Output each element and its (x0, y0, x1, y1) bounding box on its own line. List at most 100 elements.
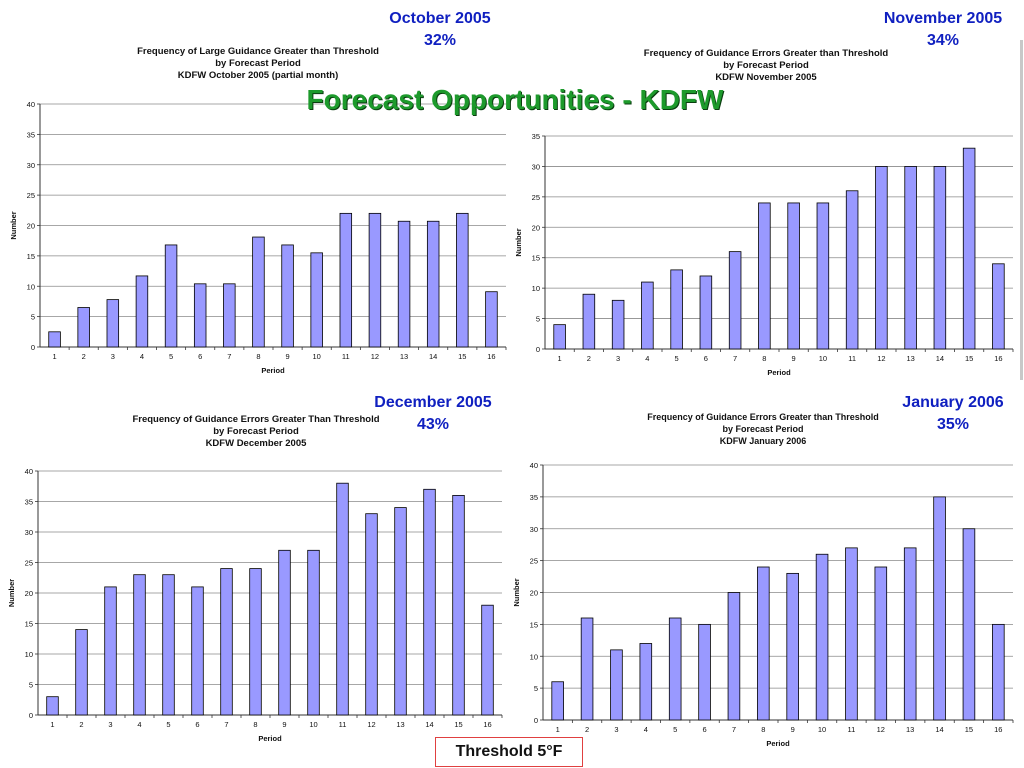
x-tick-label: 7 (733, 354, 737, 363)
y-tick-label: 0 (534, 716, 538, 725)
x-tick-label: 6 (195, 720, 199, 729)
x-tick-label: 5 (166, 720, 170, 729)
bar (639, 643, 653, 721)
bar (133, 574, 146, 716)
x-tick-label: 14 (935, 725, 943, 734)
panel-3-percent: 43% (416, 416, 450, 433)
bar (481, 604, 494, 716)
panel-1-month: October 2005 (389, 10, 491, 27)
panel-1-header: October 2005 32% (370, 8, 510, 52)
y-tick-label: 30 (532, 162, 540, 171)
y-axis-label: Number (7, 579, 16, 607)
x-tick-label: 15 (454, 720, 462, 729)
x-tick-label: 10 (313, 352, 321, 361)
x-tick-label: 12 (877, 354, 885, 363)
chart-4-title-line: KDFW January 2006 (719, 436, 807, 446)
x-tick-label: 12 (877, 725, 885, 734)
bar (307, 549, 320, 716)
bar (75, 629, 88, 716)
x-tick-label: 16 (994, 725, 1002, 734)
y-tick-label: 10 (530, 652, 538, 661)
y-tick-label: 35 (27, 130, 35, 139)
chart-2-title-line: KDFW November 2005 (715, 72, 817, 83)
bar (903, 547, 917, 721)
bar (992, 623, 1005, 721)
chart-1-title-line: KDFW October 2005 (partial month) (177, 70, 339, 81)
y-axis-label: Number (9, 211, 18, 239)
bar (106, 299, 120, 348)
panel-4-month: January 2006 (902, 394, 1004, 411)
divider (1020, 40, 1023, 380)
chart-1-title: Frequency of Large Guidance Greater than… (108, 46, 408, 82)
bar (394, 507, 407, 716)
x-tick-label: 15 (965, 725, 973, 734)
y-tick-label: 15 (25, 620, 33, 629)
bar (220, 568, 233, 716)
x-tick-label: 3 (111, 352, 115, 361)
bar (368, 212, 382, 348)
y-tick-label: 10 (27, 282, 35, 291)
y-axis-label: Number (514, 228, 523, 256)
chart-3-title: Frequency of Guidance Errors Greater Tha… (106, 414, 406, 450)
x-tick-label: 5 (675, 354, 679, 363)
x-tick-label: 16 (994, 354, 1002, 363)
bar (727, 592, 741, 721)
bar (223, 283, 236, 348)
x-tick-label: 6 (702, 725, 706, 734)
x-tick-label: 16 (483, 720, 491, 729)
bar (278, 549, 291, 716)
bar (787, 202, 800, 350)
bar (164, 244, 178, 348)
panel-4-header: January 2006 35% (883, 392, 1023, 436)
x-tick-label: 10 (309, 720, 317, 729)
x-axis-label: Period (767, 368, 791, 377)
y-tick-label: 25 (25, 559, 33, 568)
x-tick-label: 4 (644, 725, 648, 734)
x-tick-label: 1 (558, 354, 562, 363)
bar (551, 681, 564, 721)
panel-3-header: December 2005 43% (358, 392, 508, 436)
x-tick-label: 1 (50, 720, 54, 729)
threshold-label: Threshold 5°F (435, 737, 583, 767)
y-tick-label: 20 (27, 222, 35, 231)
x-tick-label: 1 (52, 352, 56, 361)
y-tick-label: 5 (29, 681, 33, 690)
panel-2-percent: 34% (926, 32, 960, 49)
bar (933, 496, 946, 721)
x-tick-label: 11 (342, 352, 350, 361)
bar (611, 299, 625, 350)
panel-4-percent: 35% (936, 416, 970, 433)
y-tick-label: 35 (25, 498, 33, 507)
x-tick-label: 9 (282, 720, 286, 729)
bar (104, 586, 117, 716)
bar (816, 202, 830, 350)
panel-2-month: November 2005 (883, 10, 1003, 27)
bar (698, 623, 711, 721)
bar (668, 617, 682, 721)
x-tick-label: 13 (906, 354, 914, 363)
chart-3-title-line: by Forecast Period (213, 426, 299, 437)
x-tick-label: 4 (645, 354, 649, 363)
chart-4-title-line: Frequency of Guidance Errors Greater tha… (647, 412, 879, 422)
x-axis-label: Period (261, 366, 285, 375)
bar (670, 269, 683, 350)
bar (758, 202, 771, 350)
x-tick-label: 11 (339, 720, 347, 729)
y-tick-label: 25 (530, 557, 538, 566)
y-tick-label: 5 (534, 684, 538, 693)
bar (365, 513, 378, 716)
bar (962, 528, 976, 721)
bar (641, 281, 654, 350)
x-tick-label: 8 (761, 725, 765, 734)
bar (933, 166, 947, 350)
bar (336, 482, 349, 716)
bar (610, 649, 623, 721)
bar (699, 275, 713, 350)
y-tick-label: 10 (25, 650, 33, 659)
bar (992, 263, 1005, 350)
y-tick-label: 0 (31, 343, 35, 352)
chart-4-title: Frequency of Guidance Errors Greater tha… (613, 411, 913, 447)
y-tick-label: 20 (25, 589, 33, 598)
x-tick-label: 11 (848, 354, 856, 363)
bar (815, 553, 829, 721)
